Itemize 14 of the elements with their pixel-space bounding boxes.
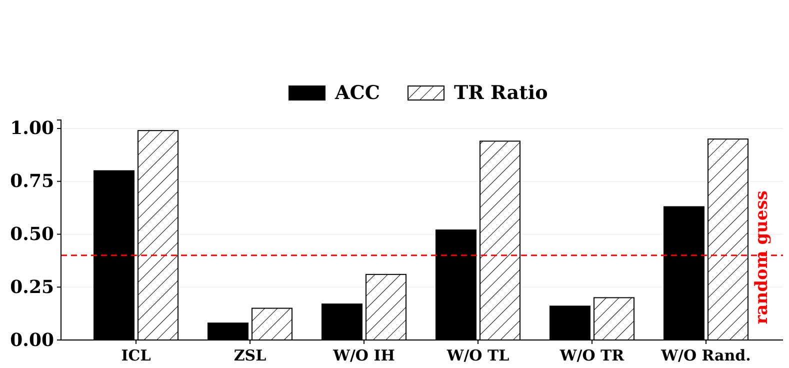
x-tick-label: W/O IH (332, 346, 395, 364)
x-tick-label: W/O Rand. (660, 346, 751, 364)
x-tick-label: ICL (121, 346, 152, 364)
x-tick-label: W/O TL (446, 346, 510, 364)
y-tick-label: 0.50 (10, 224, 54, 245)
y-tick-label: 0.25 (10, 276, 54, 298)
legend-label: TR Ratio (454, 82, 548, 104)
legend-label: ACC (334, 82, 380, 104)
ref-line-label: random guess (752, 190, 772, 324)
x-tick-label: W/O TR (558, 346, 625, 364)
y-tick-label: 1.00 (10, 118, 54, 140)
y-tick-label: 0.75 (10, 171, 54, 192)
y-tick-label: 0.00 (10, 330, 54, 351)
x-tick-label: ZSL (234, 346, 267, 364)
